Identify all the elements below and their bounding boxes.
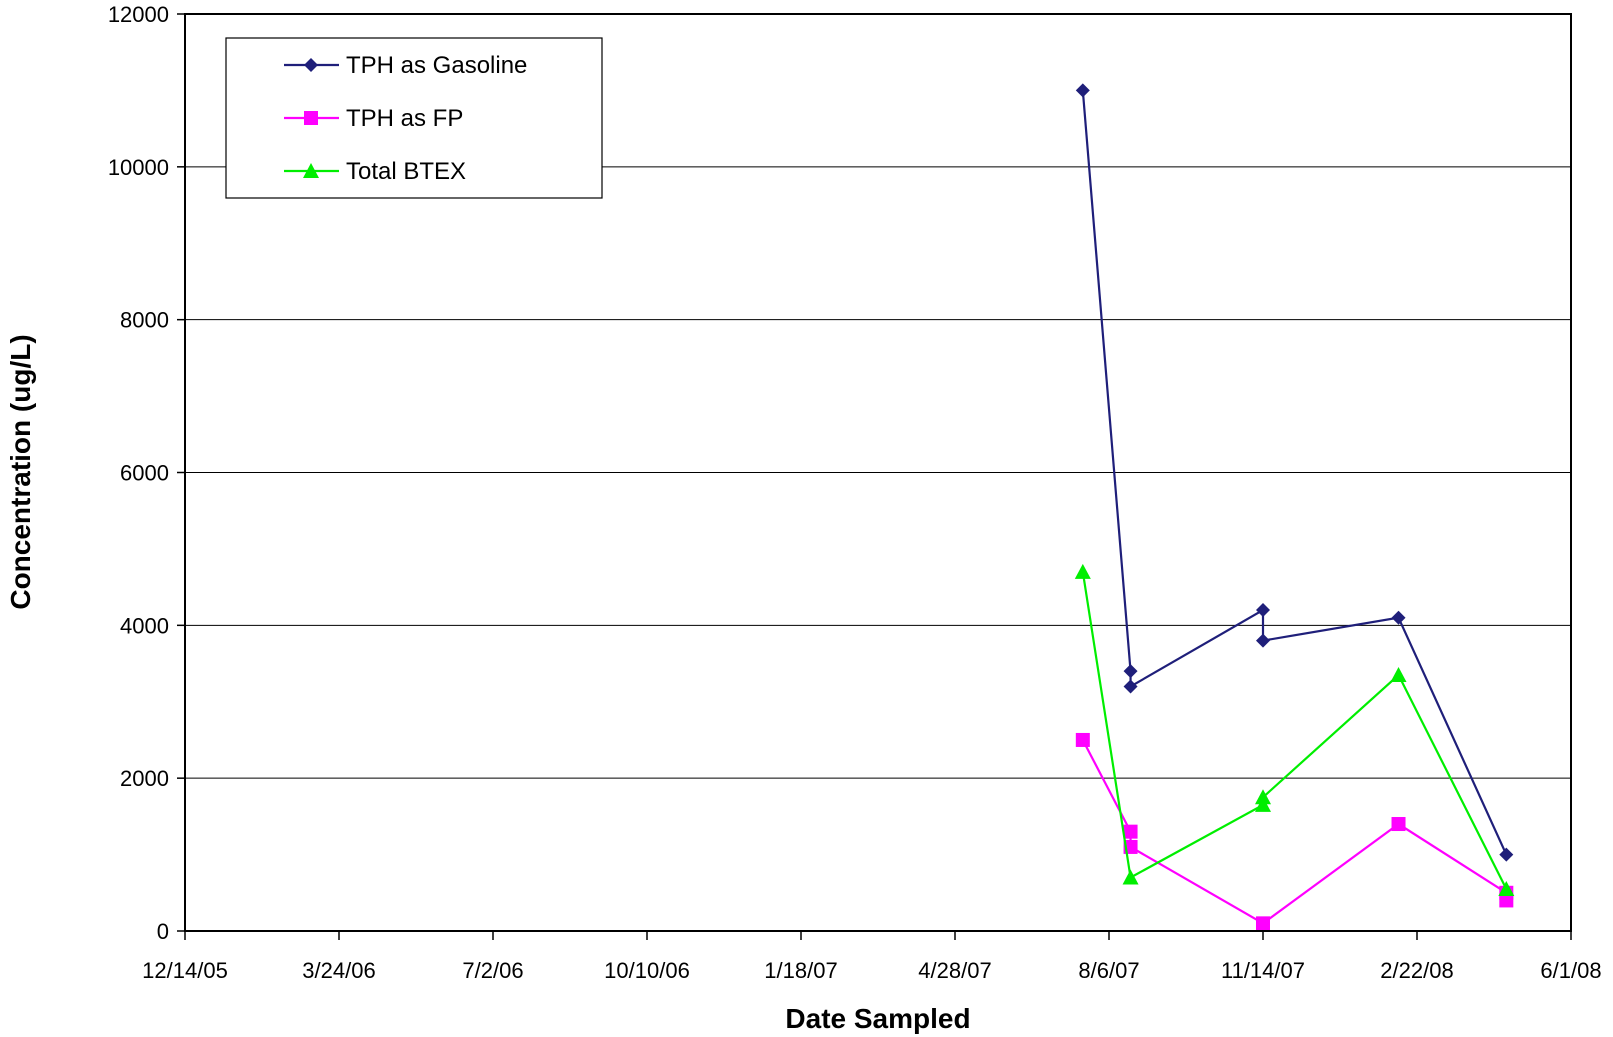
legend-label: TPH as FP xyxy=(346,105,463,132)
y-tick-label: 0 xyxy=(157,919,169,944)
series-group xyxy=(1074,83,1515,931)
x-tick-label: 2/22/08 xyxy=(1380,958,1453,983)
x-tick-label: 7/2/06 xyxy=(462,958,523,983)
legend-label: TPH as Gasoline xyxy=(346,52,527,79)
x-tick-label: 12/14/05 xyxy=(142,958,228,983)
data-point xyxy=(1390,667,1407,683)
y-axis-title: Concentration (ug/L) xyxy=(5,334,36,609)
data-point xyxy=(1256,603,1270,618)
x-tick-label: 8/6/07 xyxy=(1078,958,1139,983)
data-point xyxy=(1123,824,1138,839)
data-point xyxy=(1391,610,1406,625)
data-point xyxy=(1499,893,1514,908)
x-tick-label: 6/1/08 xyxy=(1540,958,1601,983)
data-point xyxy=(1075,83,1090,98)
data-point xyxy=(1255,789,1271,805)
data-point xyxy=(1123,664,1138,679)
x-tick-label: 3/24/06 xyxy=(302,958,375,983)
y-tick-label: 6000 xyxy=(120,461,169,486)
x-tick-label: 1/18/07 xyxy=(764,958,837,983)
y-tick-label: 10000 xyxy=(108,155,169,180)
data-point xyxy=(1256,916,1270,931)
y-tick-label: 8000 xyxy=(120,308,169,333)
x-tick-label: 10/10/06 xyxy=(604,958,690,983)
legend-marker xyxy=(303,163,319,178)
series-tph-as-gasoline xyxy=(1075,83,1514,862)
gridlines xyxy=(185,166,1571,779)
data-point xyxy=(1499,847,1514,862)
data-point xyxy=(1122,869,1139,885)
y-tick-label: 12000 xyxy=(108,2,169,27)
data-point xyxy=(1391,817,1406,832)
legend-marker xyxy=(304,111,318,125)
legend-marker xyxy=(304,58,318,72)
x-axis-title: Date Sampled xyxy=(785,1003,970,1034)
data-point xyxy=(1255,796,1271,812)
y-tick-label: 2000 xyxy=(120,766,169,791)
legend-label: Total BTEX xyxy=(346,158,466,185)
data-point xyxy=(1075,732,1090,747)
x-tick-label: 11/14/07 xyxy=(1221,958,1305,983)
y-tick-label: 4000 xyxy=(120,613,169,638)
data-point xyxy=(1123,679,1138,694)
axes: 0 2000 4000 6000 8000 10000 12000 12/14/05 3/24/… xyxy=(108,2,1602,983)
data-point xyxy=(1498,880,1515,896)
data-point xyxy=(1074,563,1091,579)
series-total-btex xyxy=(1074,563,1515,896)
x-tick-label: 4/28/07 xyxy=(918,958,991,983)
data-point xyxy=(1256,633,1270,648)
legend: TPH as Gasoline TPH as FP Total BTEX xyxy=(225,37,603,199)
